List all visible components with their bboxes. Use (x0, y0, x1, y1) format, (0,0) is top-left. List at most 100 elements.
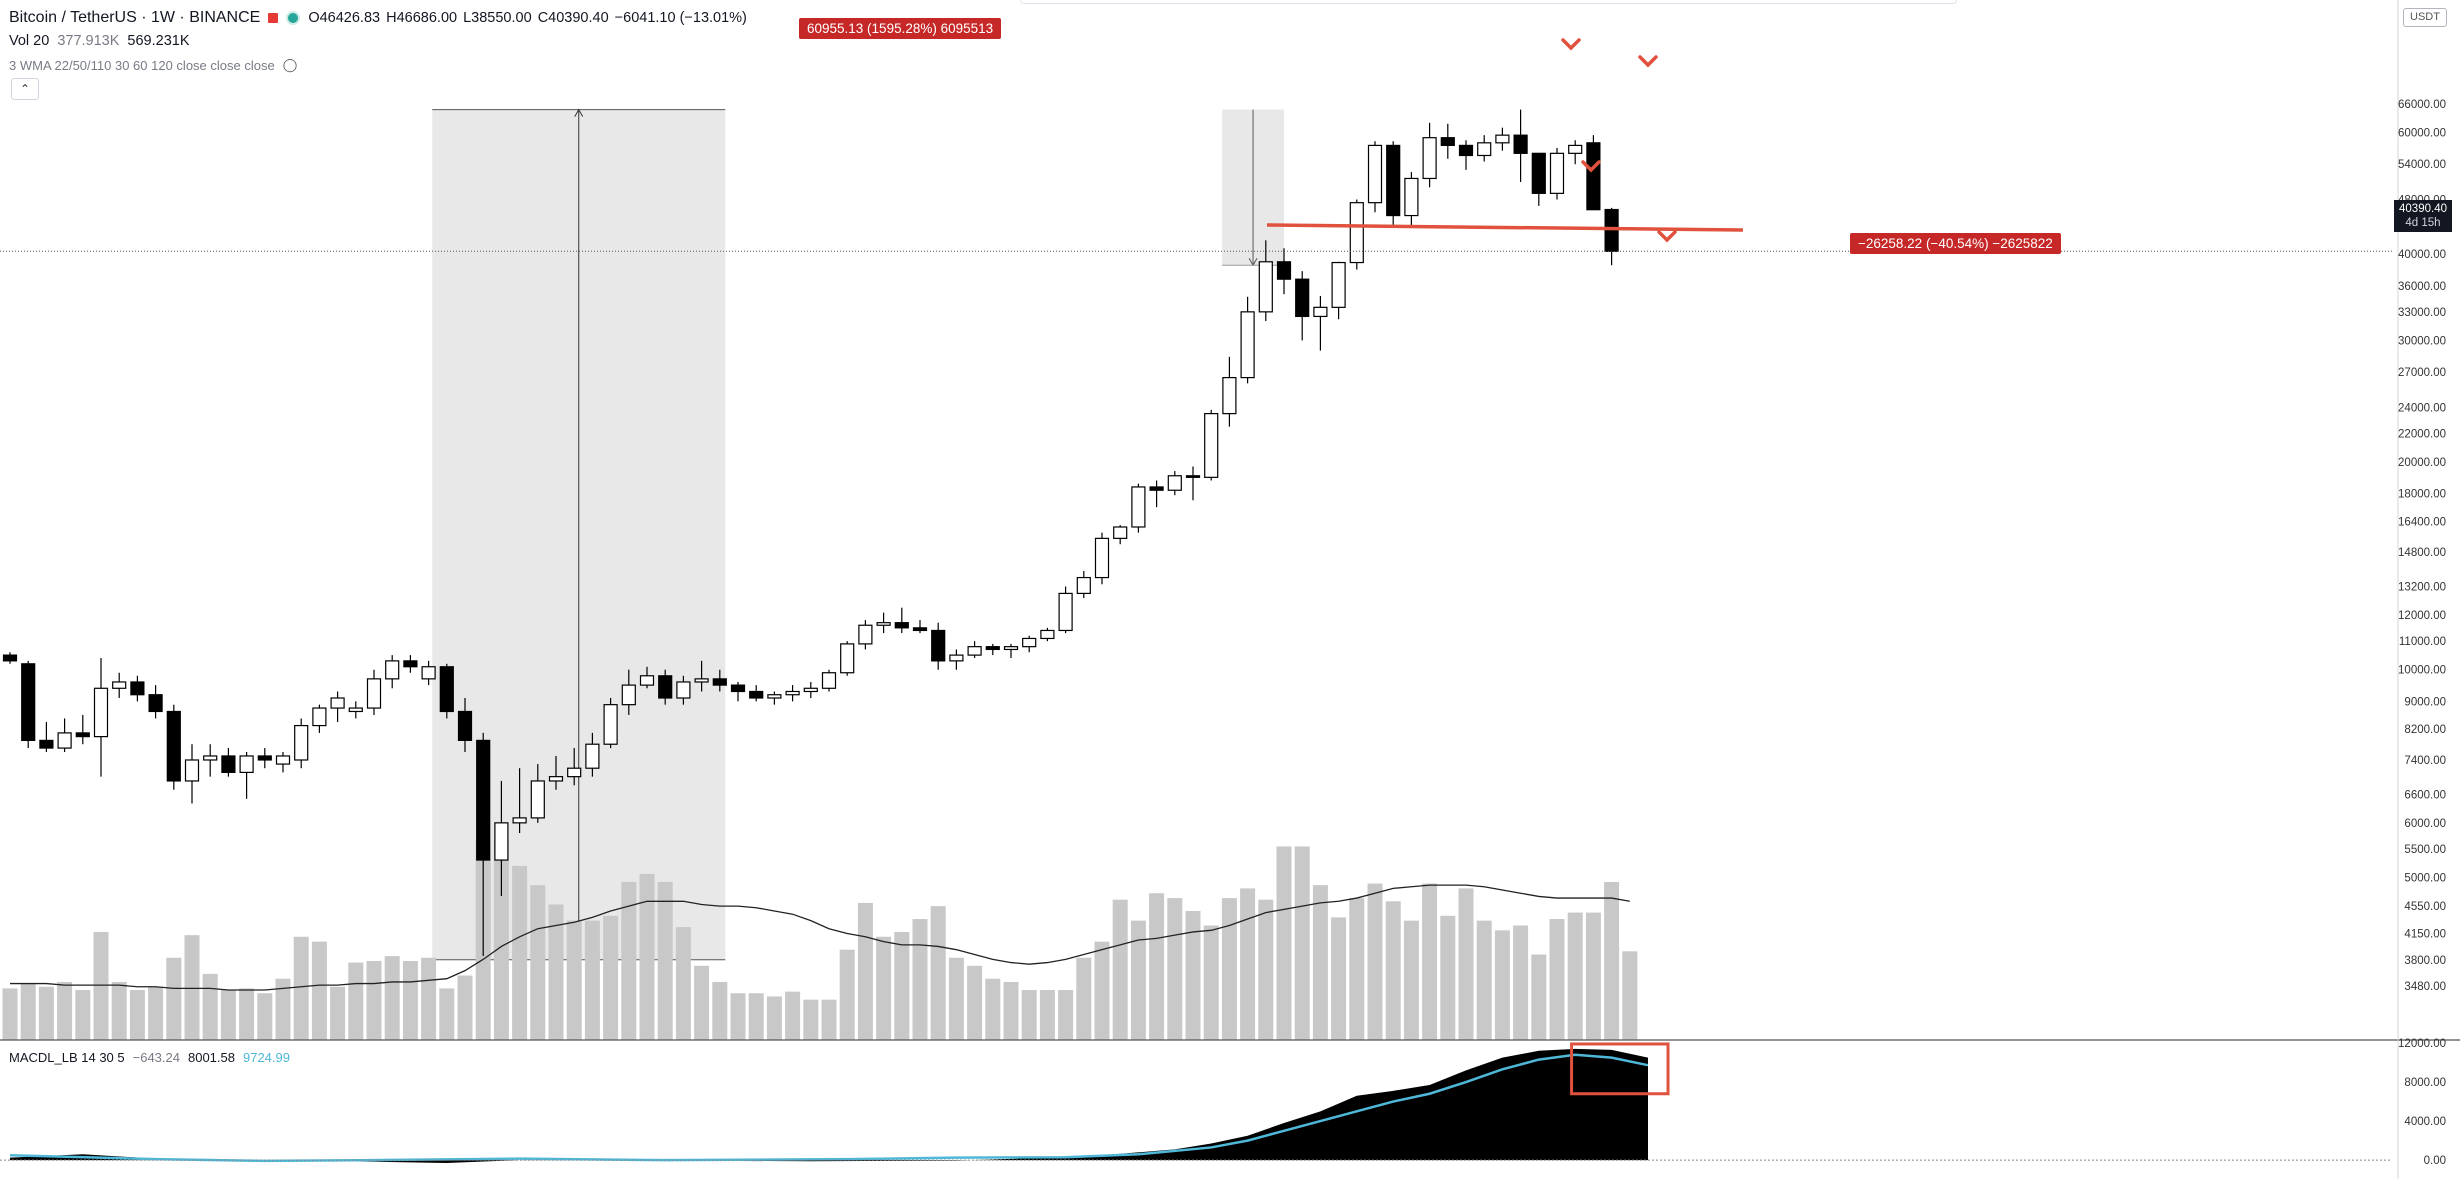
volume-bar (985, 978, 1001, 1040)
volume-bar (803, 999, 819, 1040)
candle-body (1568, 144, 1583, 154)
volume-bar (1622, 951, 1638, 1040)
candle-body (348, 707, 363, 713)
volume-bar (857, 902, 873, 1040)
volume-bar (330, 986, 346, 1040)
volume-bar (93, 931, 109, 1040)
candle-body (93, 687, 109, 738)
price-tick-label: 10000.00 (2398, 665, 2446, 677)
chevron-up-icon[interactable]: ⌃ (11, 78, 39, 100)
candle-body (1404, 177, 1419, 217)
volume-bar (748, 993, 764, 1040)
candle-body (1331, 261, 1346, 308)
volume-bar (1058, 990, 1074, 1040)
volume-bar (1258, 899, 1274, 1040)
candle-body (239, 755, 254, 773)
candle-body (1094, 537, 1110, 579)
macd-value-3: 9724.99 (242, 1050, 290, 1065)
macd-tick-label: 8000.00 (2404, 1077, 2446, 1089)
macd-legend[interactable]: MACDL_LB 14 30 5 −643.24 8001.58 9724.99 (9, 1050, 290, 1065)
candle-body (603, 704, 618, 745)
candle-body (1586, 142, 1601, 211)
volume-bar (1476, 920, 1492, 1040)
macd-value-2: 8001.58 (187, 1050, 235, 1065)
volume-bar (694, 965, 710, 1040)
macd-tick-label: 4000.00 (2404, 1116, 2446, 1128)
candle-body (403, 660, 418, 668)
volume-bar (730, 993, 746, 1040)
volume-bar (220, 990, 236, 1040)
volume-bar (1203, 925, 1219, 1040)
volume-bar (1312, 885, 1328, 1040)
candle-body (639, 675, 655, 686)
candle-body (385, 660, 400, 680)
volume-bar (1440, 915, 1456, 1040)
candle-body (949, 654, 964, 662)
volume-bar (657, 881, 673, 1040)
volume-bar (912, 919, 928, 1040)
volume-bar (512, 865, 528, 1040)
candle-body (585, 743, 600, 769)
measure-up-label[interactable]: 60955.13 (1595.28%) 6095513 (799, 18, 1002, 39)
candle-body (767, 694, 782, 699)
volume-bar (1149, 893, 1165, 1040)
wma-legend[interactable]: 3 WMA 22/50/110 30 60 120 close close cl… (9, 57, 297, 73)
volume-bar (1221, 898, 1237, 1040)
volume-bar (2, 988, 18, 1040)
candle-body (1204, 413, 1219, 478)
volume-bar (148, 986, 164, 1040)
volume-bar (38, 986, 54, 1040)
candle-body (1040, 629, 1055, 640)
symbol-legend[interactable]: Bitcoin / TetherUS · 1W · BINANCE O46426… (9, 9, 749, 27)
volume-bar (1112, 899, 1128, 1040)
flag-icon[interactable] (268, 13, 279, 23)
volume-bar (1531, 954, 1547, 1040)
chevron-down-icon (1657, 230, 1677, 243)
macd-highlight-box (1570, 1042, 1670, 1096)
price-tick-label: 4150.00 (2404, 928, 2446, 940)
ohlc-high: H46686.00 (386, 10, 458, 26)
market-status-icon (286, 11, 301, 25)
candle-body (457, 710, 473, 741)
candle-body (858, 624, 873, 645)
volume-bar (1458, 888, 1474, 1040)
volume-bar (1422, 883, 1438, 1040)
volume-bar (967, 965, 983, 1040)
candle-body (1258, 261, 1273, 313)
candle-body (366, 678, 382, 709)
volume-bar (129, 990, 145, 1040)
candle-body (694, 678, 709, 683)
volume-bar (1039, 990, 1055, 1040)
ohlc-change: −6041.10 (−13.01%) (614, 10, 747, 26)
candle-body (39, 739, 54, 749)
candle-body (1531, 152, 1546, 194)
candle-body (312, 707, 327, 727)
chevron-down-icon (1638, 55, 1658, 68)
symbol-title: Bitcoin / TetherUS · 1W · BINANCE (9, 9, 261, 26)
volume-bar (675, 927, 691, 1040)
candle-body (1113, 526, 1128, 539)
bar-countdown: 4d 15h (2405, 217, 2441, 229)
volume-bar (948, 957, 964, 1040)
price-tick-label: 40000.00 (2398, 249, 2446, 261)
currency-button[interactable]: USDT (2403, 8, 2447, 27)
candle-body (1349, 202, 1364, 264)
measure-down-label[interactable]: −26258.22 (−40.54%) −2625822 (1850, 233, 2061, 254)
last-price-value: 40390.40 (2399, 203, 2447, 215)
volume-bar (1385, 901, 1401, 1040)
price-tick-label: 60000.00 (2398, 128, 2446, 140)
price-tick-label: 4550.00 (2404, 901, 2446, 913)
candle-body (840, 643, 855, 674)
candle-body (1076, 576, 1091, 595)
volume-bar (184, 935, 200, 1040)
candle-body (712, 678, 727, 686)
volume-bar (876, 936, 892, 1040)
candle-body (985, 646, 1000, 651)
eye-slash-icon[interactable]: ◯ (282, 57, 298, 72)
candle-body (166, 710, 181, 782)
volume-bar (1367, 883, 1383, 1040)
volume-legend[interactable]: Vol 20 377.913K 569.231K (9, 33, 190, 49)
volume-ma-line (10, 884, 1630, 991)
